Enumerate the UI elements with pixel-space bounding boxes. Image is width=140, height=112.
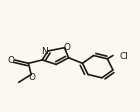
Text: N: N <box>41 47 48 55</box>
Text: O: O <box>28 73 35 81</box>
Text: O: O <box>63 43 70 52</box>
Text: Cl: Cl <box>119 52 128 60</box>
Text: O: O <box>8 55 15 64</box>
